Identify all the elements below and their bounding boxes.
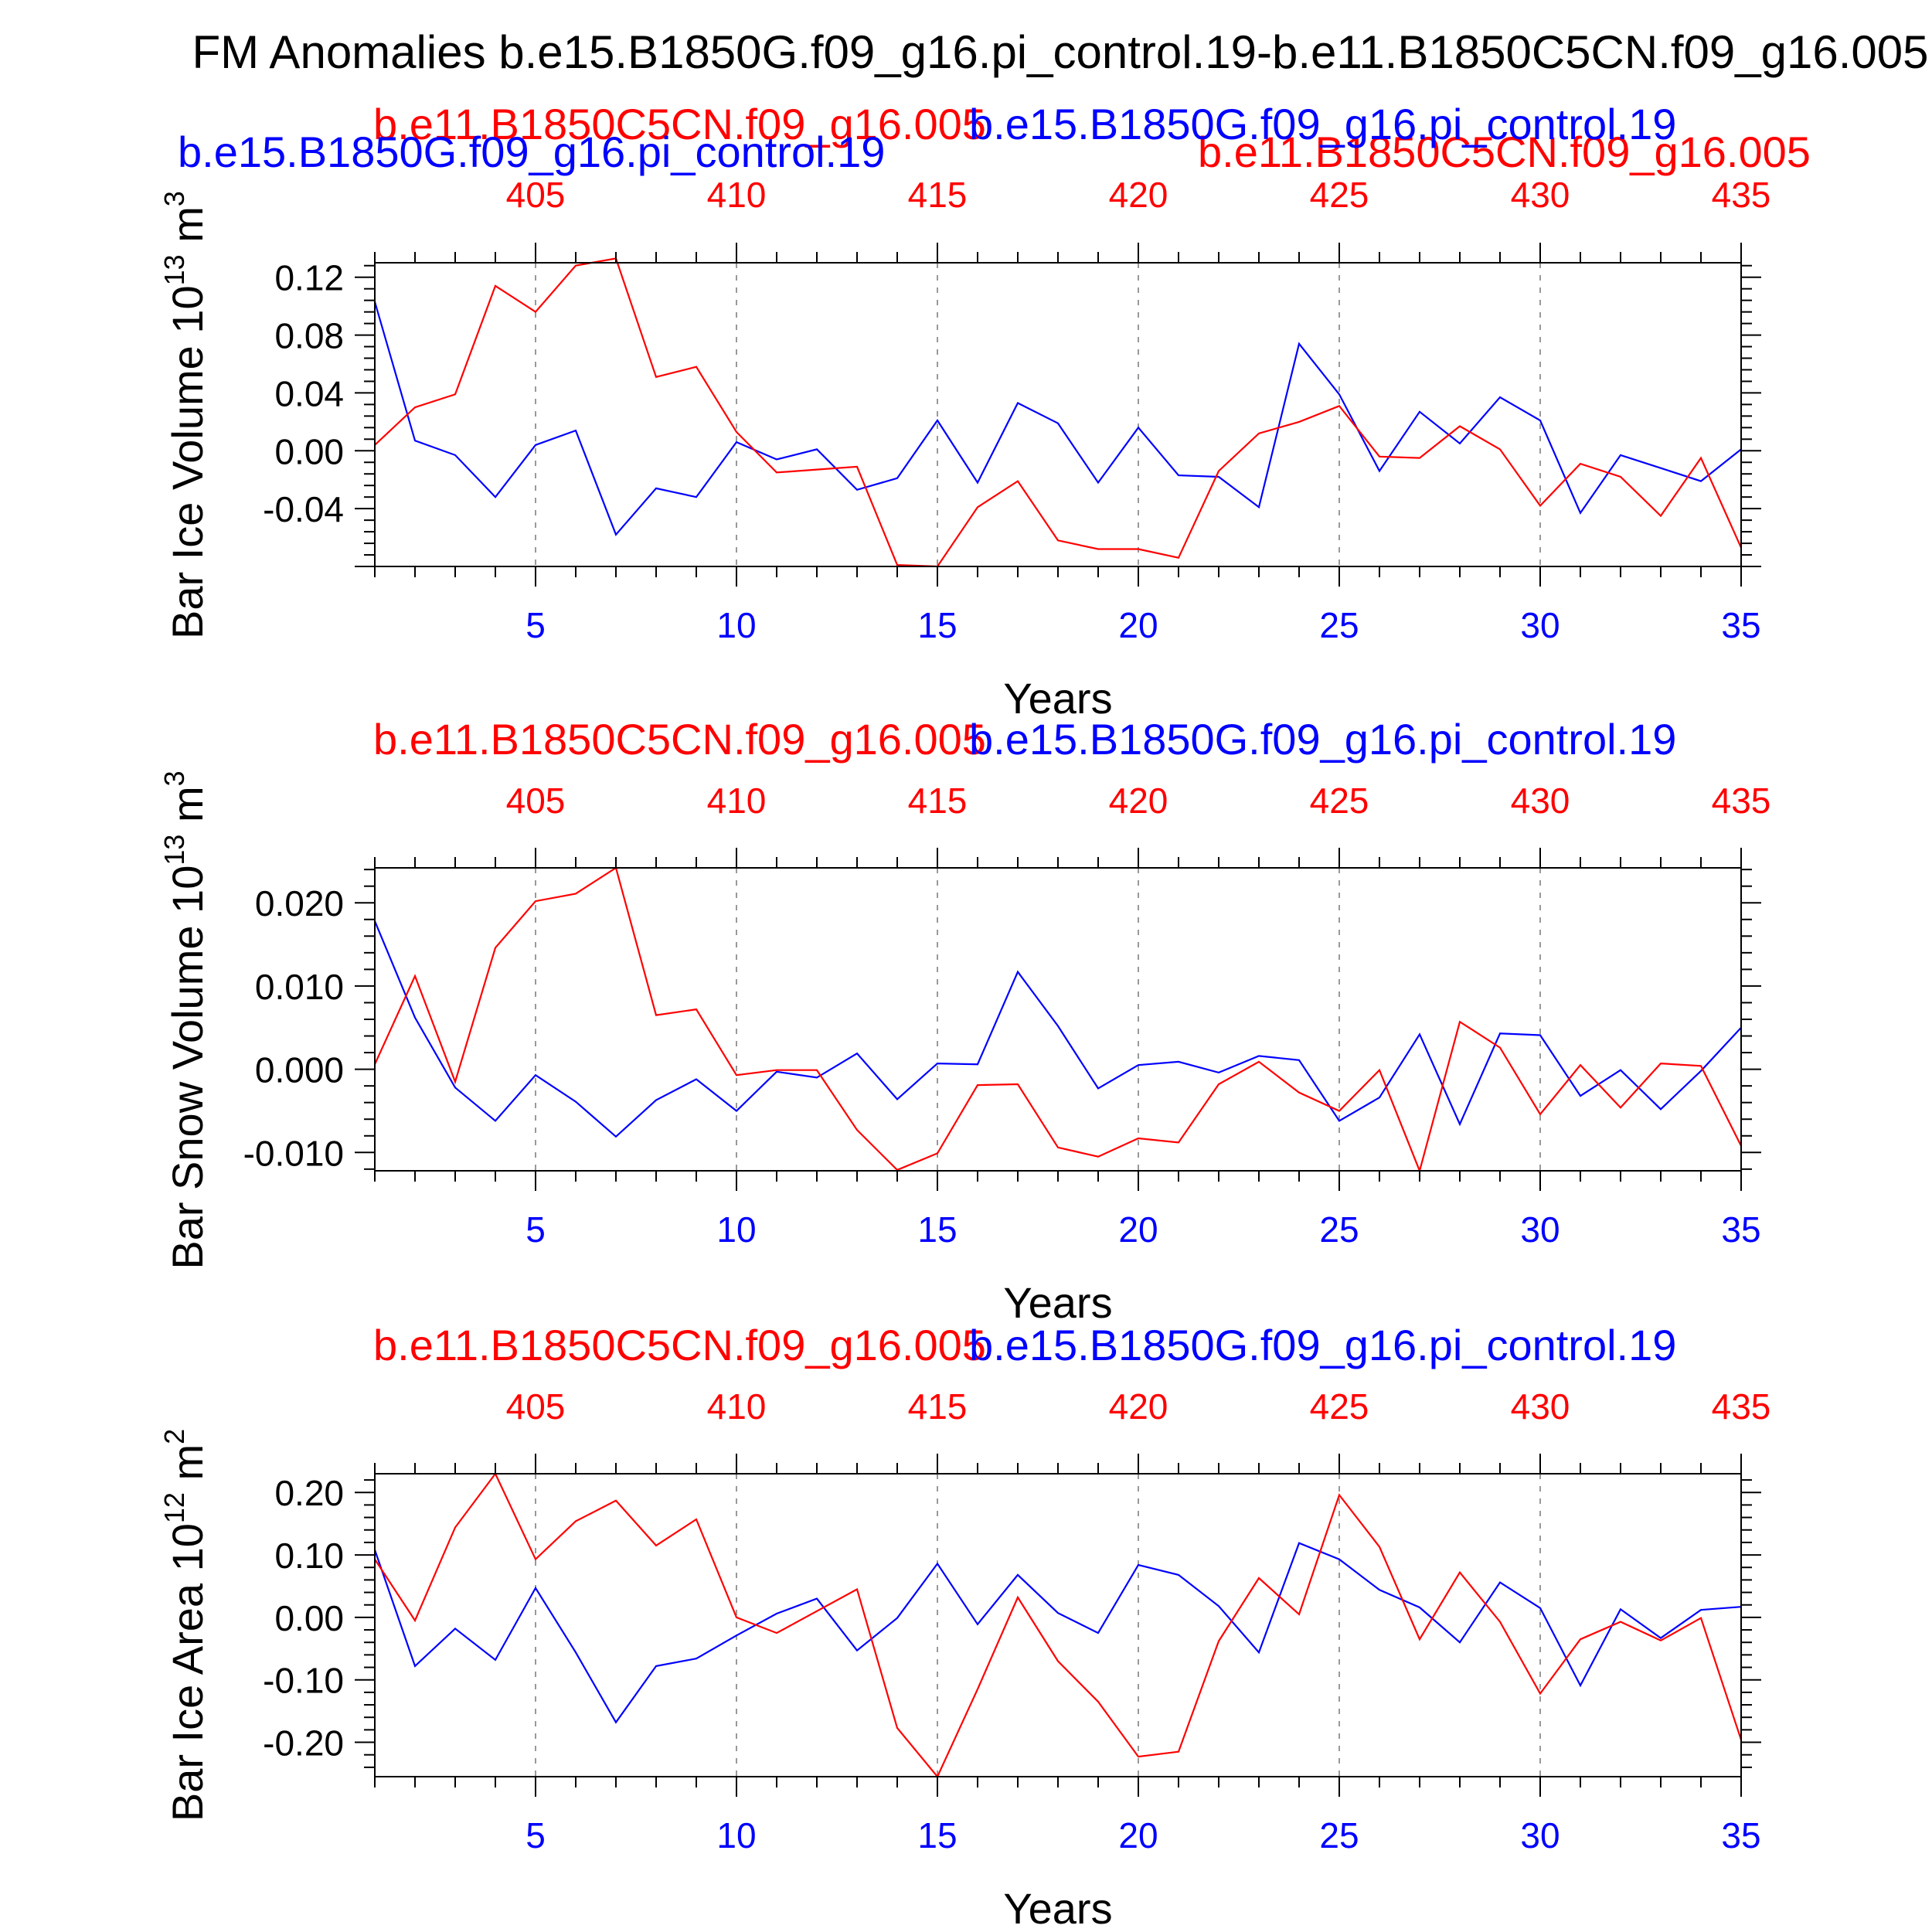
y-axis-label: Bar Snow Volume 1013 m3 [158,770,212,1269]
red-series-line [374,1471,1743,1779]
x-tick-label-bottom: 35 [1721,1815,1760,1855]
y-tick-label: 0.08 [274,316,344,356]
x-tick-label-bottom: 25 [1319,1815,1359,1855]
x-axis-label: Years [1003,1278,1112,1327]
red-series-line [373,866,1742,1174]
panel-3: -0.20 -0.10 0.00 0.10 0.20 5 10 15 20 25 30 35 405 41… [158,1321,1770,1932]
x-tick-label-bottom: 5 [526,1209,546,1250]
y-axis-label: Bar Ice Area 1012 m2 [158,1429,212,1821]
x-tick-label-top: 435 [1712,175,1771,215]
blue-series-title: b.e15.B1850G.f09_g16.pi_control.19 [969,715,1676,764]
blue-series-line [373,301,1742,536]
y-tick-label: 0.12 [274,258,344,298]
x-tick-label-bottom: 5 [526,605,546,645]
y-tick-label: -0.04 [263,489,344,529]
x-tick-label-top: 430 [1511,1386,1570,1427]
x-tick-label-top: 405 [506,175,566,215]
x-tick-label-top: 410 [707,781,767,821]
x-tick-label-bottom: 25 [1319,605,1359,645]
x-tick-label-top: 435 [1712,1386,1771,1427]
main-title: FM Anomalies b.e15.B1850G.f09_g16.pi_con… [192,26,1928,78]
x-tick-label-top: 420 [1109,781,1168,821]
blue-series-line [373,1542,1742,1724]
panel-1: -0.04 0.00 0.04 0.08 0.12 5 10 15 20 25 30 35 405 410… [158,100,1770,723]
blue-series-title-secondary: b.e15.B1850G.f09_g16.pi_control.19 [969,100,1676,148]
y-tick-label: 0.020 [255,883,344,923]
y-tick-label: -0.010 [243,1133,344,1173]
x-tick-label-top: 420 [1109,1386,1168,1427]
panel-2: -0.010 0.000 0.010 0.020 5 10 15 20 25 30 35 405 410… [158,715,1770,1327]
x-tick-label-top: 410 [707,175,767,215]
x-tick-label-bottom: 10 [716,605,756,645]
plot-frame [374,867,1742,1172]
x-tick-label-top: 420 [1109,175,1168,215]
blue-series-title: b.e15.B1850G.f09_g16.pi_control.19 [969,1321,1676,1369]
x-tick-label-bottom: 25 [1319,1209,1359,1250]
x-tick-label-top: 415 [908,1386,968,1427]
y-tick-label: 0.04 [274,373,344,413]
red-series-line [374,257,1743,568]
x-tick-label-bottom: 30 [1520,1815,1560,1855]
x-tick-label-bottom: 15 [917,1815,957,1855]
plot-frame [374,262,1742,567]
y-tick-label: 0.10 [274,1536,344,1576]
y-axis-label: Bar Ice Volume 1013 m3 [158,191,212,639]
y-tick-label: 0.00 [274,1598,344,1638]
x-tick-label-bottom: 5 [526,1815,546,1855]
x-tick-label-bottom: 15 [917,1209,957,1250]
x-axis-label: Years [1003,674,1112,723]
x-tick-label-top: 430 [1511,781,1570,821]
y-tick-label: 0.000 [255,1050,344,1090]
x-tick-label-bottom: 20 [1118,1209,1158,1250]
x-tick-label-top: 430 [1511,175,1570,215]
x-tick-label-bottom: 30 [1520,1209,1560,1250]
y-tick-label: 0.00 [274,431,344,471]
panel-1-extra-model-label: b.e11.B1850C5CN.f09_g16.005 [1198,128,1811,176]
x-tick-label-top: 425 [1310,1386,1369,1427]
x-tick-label-bottom: 20 [1118,605,1158,645]
x-axis-label: Years [1003,1884,1112,1932]
red-series-title: b.e11.B1850C5CN.f09_g16.005 [373,715,986,764]
red-series-title: b.e11.B1850C5CN.f09_g16.005 [373,1321,986,1369]
x-tick-label-top: 435 [1712,781,1771,821]
x-tick-label-bottom: 10 [716,1815,756,1855]
x-tick-label-bottom: 15 [917,605,957,645]
y-tick-label: -0.10 [263,1661,344,1701]
x-tick-label-bottom: 35 [1721,1209,1760,1250]
x-tick-label-bottom: 30 [1520,605,1560,645]
x-tick-label-top: 425 [1310,175,1369,215]
x-tick-label-bottom: 20 [1118,1815,1158,1855]
x-tick-label-top: 405 [506,1386,566,1427]
x-tick-label-top: 410 [707,1386,767,1427]
x-tick-label-top: 415 [908,781,968,821]
x-tick-label-bottom: 10 [716,1209,756,1250]
blue-series-title: b.e15.B1850G.f09_g16.pi_control.19 [178,128,885,176]
blue-series-line [373,920,1742,1138]
y-tick-label: -0.20 [263,1723,344,1764]
x-tick-label-top: 425 [1310,781,1369,821]
red-series-title: b.e11.B1850C5CN.f09_g16.005 [373,100,986,148]
y-tick-label: 0.20 [274,1473,344,1513]
x-tick-label-top: 405 [506,781,566,821]
x-tick-label-bottom: 35 [1721,605,1760,645]
y-tick-label: 0.010 [255,967,344,1007]
x-tick-label-top: 415 [908,175,968,215]
